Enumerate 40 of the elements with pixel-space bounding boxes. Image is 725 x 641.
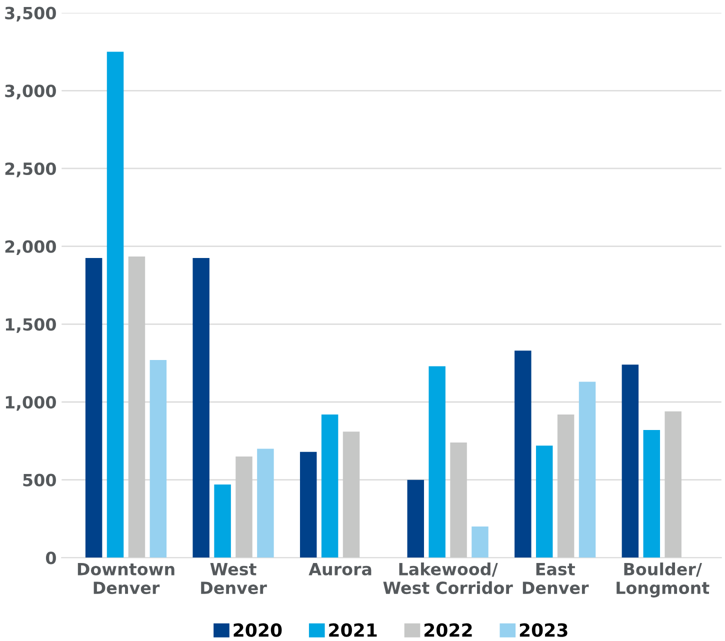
legend-label: 2020	[234, 623, 282, 637]
bar	[407, 480, 424, 558]
x-tick-label: Lakewood/ West Corridor	[383, 562, 513, 594]
bar	[514, 350, 532, 558]
bar	[472, 526, 488, 558]
y-tick-label: 3,000	[5, 84, 56, 100]
bar	[106, 52, 124, 558]
bar	[128, 256, 146, 558]
bar	[342, 432, 360, 558]
y-tick-label: 1,500	[6, 318, 56, 333]
bar	[578, 382, 596, 558]
bar	[557, 414, 574, 558]
bar	[300, 452, 317, 558]
y-tick-label: 2,500	[5, 162, 56, 178]
y-tick-label: 1,000	[6, 396, 56, 411]
y-tick-label: 3,500	[5, 6, 56, 22]
bar	[257, 448, 274, 558]
x-tick-label: Boulder/ Longmont	[616, 562, 710, 598]
bar	[150, 360, 167, 558]
x-tick-label: East Denver	[522, 563, 589, 594]
x-tick-label: Aurora	[308, 563, 372, 576]
bar	[192, 258, 210, 558]
x-tick-label: West Denver	[201, 563, 267, 594]
bar	[643, 430, 660, 558]
x-tick-label: Downtown Denver	[78, 563, 174, 594]
legend-label: 2022	[424, 623, 472, 637]
bar	[450, 442, 467, 558]
y-tick-label: 0	[46, 552, 56, 564]
bar	[664, 411, 682, 558]
legend-label: 2023	[520, 623, 568, 637]
bar	[321, 414, 338, 558]
bar	[536, 446, 553, 558]
bar	[622, 364, 639, 558]
y-tick-label: 2,000	[5, 240, 56, 256]
legend-label: 2021	[329, 623, 377, 637]
bar	[85, 258, 102, 558]
bar	[236, 456, 252, 558]
bar	[428, 366, 446, 558]
y-tick-label: 500	[23, 474, 56, 486]
bar	[214, 484, 231, 558]
